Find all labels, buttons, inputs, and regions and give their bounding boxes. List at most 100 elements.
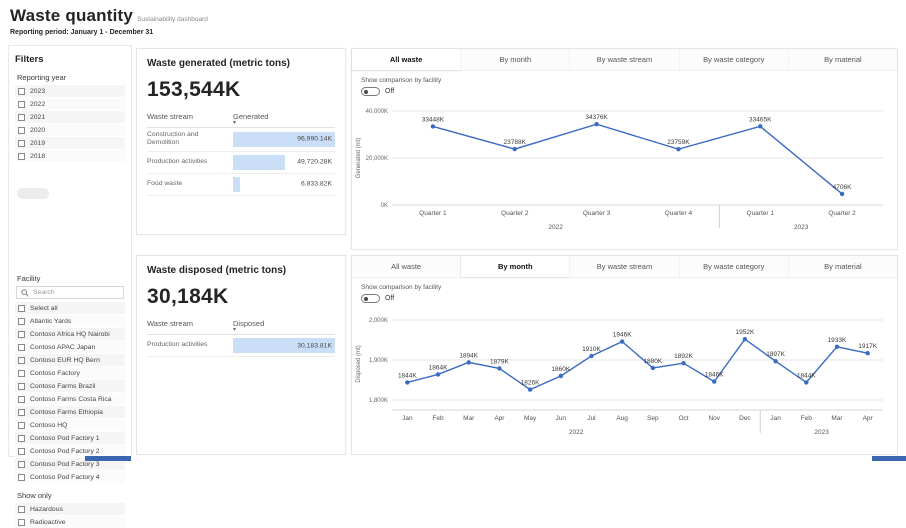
reporting-year-option-2022[interactable]: 2022 [15,98,125,110]
value-cell: 96,990.14K [233,132,335,147]
checkbox-icon[interactable] [18,383,25,390]
facility-option-contoso-africa-hq-nairobi[interactable]: Contoso Africa HQ Nairobi [15,328,125,340]
reporting-year-option-2021[interactable]: 2021 [15,111,125,123]
toggle-state-label: Off [385,88,394,95]
svg-text:Dec: Dec [739,415,751,422]
checkbox-icon[interactable] [18,357,25,364]
checkbox-icon[interactable] [18,422,25,429]
checkbox-icon[interactable] [18,448,25,455]
svg-text:Feb: Feb [801,415,813,422]
svg-text:20,000K: 20,000K [366,156,388,162]
show-only-option-radioactive[interactable]: Radioactive [15,516,125,528]
facility-option-label: Contoso EUR HQ Bern [30,357,100,364]
toggle-knob [364,297,369,302]
checkbox-icon[interactable] [18,474,25,481]
facility-option-contoso-apac-japan[interactable]: Contoso APAC Japan [15,341,125,353]
checkbox-icon[interactable] [18,101,25,108]
facility-option-contoso-eur-hq-bern[interactable]: Contoso EUR HQ Bern [15,354,125,366]
svg-text:Jan: Jan [402,415,413,422]
svg-text:1910K: 1910K [582,346,601,353]
svg-text:2,000K: 2,000K [369,318,388,324]
facility-option-label: Contoso Pod Factory 1 [30,435,100,442]
facility-option-contoso-farms-brazil[interactable]: Contoso Farms Brazil [15,380,125,392]
svg-text:2022: 2022 [548,224,563,231]
facility-option-contoso-factory[interactable]: Contoso Factory [15,367,125,379]
svg-text:Apr: Apr [494,415,505,422]
facility-search-input[interactable] [33,289,113,296]
facility-option-contoso-pod-factory-1[interactable]: Contoso Pod Factory 1 [15,432,125,444]
tab-by-waste-category[interactable]: By waste category [680,49,789,70]
svg-text:Quarter 1: Quarter 1 [419,210,447,217]
tab-by-waste-stream[interactable]: By waste stream [570,49,679,70]
checkbox-icon[interactable] [18,519,25,526]
checkbox-icon[interactable] [18,114,25,121]
tab-by-waste-category[interactable]: By waste category [680,256,789,277]
facility-option-contoso-farms-costa-rica[interactable]: Contoso Farms Costa Rica [15,393,125,405]
search-icon [21,289,29,297]
tab-by-material[interactable]: By material [789,49,897,70]
facility-option-select-all[interactable]: Select all [15,302,125,314]
comparison-toggle[interactable] [361,87,380,96]
facility-search-box[interactable] [16,286,124,299]
checkbox-icon[interactable] [18,305,25,312]
facility-option-contoso-pod-factory-4[interactable]: Contoso Pod Factory 4 [15,471,125,483]
waste-stream-name: Production activities [147,341,233,349]
checkbox-icon[interactable] [18,331,25,338]
tab-by-month[interactable]: By month [461,256,570,277]
checkbox-icon[interactable] [18,435,25,442]
tab-all-waste[interactable]: All waste [352,49,461,70]
facility-option-contoso-hq[interactable]: Contoso HQ [15,419,125,431]
facility-option-atlantic-yards[interactable]: Atlantic Yards [15,315,125,327]
column-header-generated[interactable]: Generated ▾ [233,112,268,125]
comparison-toggle[interactable] [361,294,380,303]
column-header-waste-stream[interactable]: Waste stream [147,112,233,125]
reporting-year-option-2020[interactable]: 2020 [15,124,125,136]
facility-option-contoso-farms-ethiopia[interactable]: Contoso Farms Ethiopia [15,406,125,418]
tab-by-material[interactable]: By material [789,256,897,277]
checkbox-icon[interactable] [18,153,25,160]
checkbox-icon[interactable] [18,506,25,513]
tab-by-waste-stream[interactable]: By waste stream [570,256,679,277]
svg-text:1864K: 1864K [429,364,448,371]
generated-card-title: Waste generated (metric tons) [147,58,335,69]
reporting-year-option-label: 2018 [30,153,45,160]
tab-all-waste[interactable]: All waste [352,256,461,277]
reporting-year-option-2018[interactable]: 2018 [15,150,125,162]
svg-text:4706K: 4706K [833,184,852,191]
checkbox-icon[interactable] [18,396,25,403]
value-text: 49,720.28K [297,159,332,166]
value-cell: 30,183.81K [233,338,335,353]
show-only-option-hazardous[interactable]: Hazardous [15,503,125,515]
filter-apply-button[interactable] [17,188,49,199]
reporting-year-option-2019[interactable]: 2019 [15,137,125,149]
column-header-waste-stream[interactable]: Waste stream [147,319,233,332]
tab-by-month[interactable]: By month [461,49,570,70]
facility-option-label: Contoso Factory [30,370,80,377]
checkbox-icon[interactable] [18,344,25,351]
checkbox-icon[interactable] [18,370,25,377]
checkbox-icon[interactable] [18,140,25,147]
svg-text:1879K: 1879K [490,358,509,365]
column-header-disposed[interactable]: Disposed ▾ [233,319,264,332]
svg-text:Apr: Apr [863,415,874,422]
facility-option-label: Contoso Pod Factory 4 [30,474,100,481]
svg-text:Sep: Sep [647,415,659,422]
checkbox-icon[interactable] [18,461,25,468]
checkbox-icon[interactable] [18,88,25,95]
svg-text:Quarter 2: Quarter 2 [501,210,529,217]
svg-text:Quarter 3: Quarter 3 [583,210,611,217]
checkbox-icon[interactable] [18,127,25,134]
checkbox-icon[interactable] [18,409,25,416]
reporting-year-option-2023[interactable]: 2023 [15,85,125,97]
checkbox-icon[interactable] [18,318,25,325]
